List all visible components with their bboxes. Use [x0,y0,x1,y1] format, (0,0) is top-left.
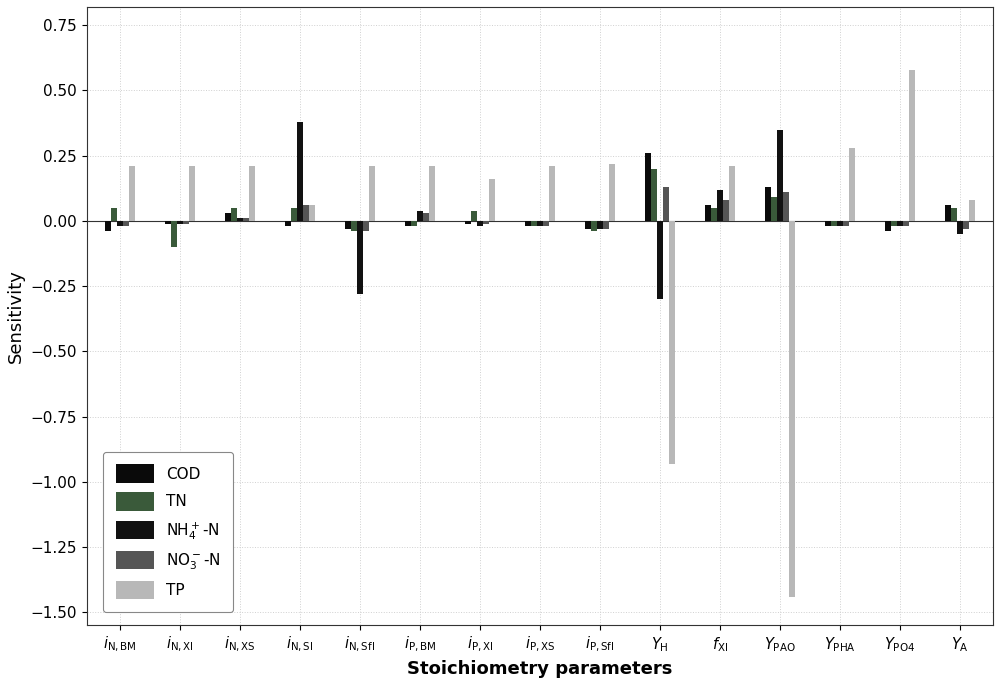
Bar [705,206,711,221]
Bar [303,206,309,221]
Bar [537,221,543,226]
Bar [471,210,477,221]
Bar [957,221,963,234]
X-axis label: Stoichiometry parameters: Stoichiometry parameters [407,660,673,678]
Bar [243,219,249,221]
Bar [885,221,891,232]
Y-axis label: Sensitivity: Sensitivity [7,269,25,363]
Bar [477,221,483,226]
Bar [225,213,231,221]
Bar [525,221,531,226]
Bar [765,187,771,221]
Bar [369,166,375,221]
Bar [411,221,417,226]
Bar [309,206,315,221]
Bar [417,210,423,221]
Bar [129,166,135,221]
Bar [423,213,429,221]
Bar [351,221,357,232]
Bar [645,153,651,221]
Bar [825,221,831,226]
Bar [357,221,363,294]
Bar [717,190,723,221]
Bar [249,166,255,221]
Bar [963,221,969,229]
Bar [603,221,609,229]
Bar [123,221,129,226]
Bar [651,169,657,221]
Bar [951,208,957,221]
Bar [831,221,837,226]
Bar [729,166,735,221]
Bar [843,221,849,226]
Bar [789,221,795,597]
Bar [237,219,243,221]
Bar [597,221,603,229]
Bar [489,179,495,221]
Bar [531,221,537,226]
Bar [111,208,117,221]
Bar [777,129,783,221]
Legend: COD, TN, NH$_4^+$-N, NO$_3^-$-N, TP: COD, TN, NH$_4^+$-N, NO$_3^-$-N, TP [103,452,233,612]
Bar [657,221,663,299]
Bar [285,221,291,226]
Bar [291,208,297,221]
Bar [585,221,591,229]
Bar [549,166,555,221]
Bar [231,208,237,221]
Bar [183,221,189,223]
Bar [945,206,951,221]
Bar [483,221,489,223]
Bar [663,187,669,221]
Bar [165,221,171,223]
Bar [783,192,789,221]
Bar [117,221,123,226]
Bar [723,200,729,221]
Bar [405,221,411,226]
Bar [189,166,195,221]
Bar [891,221,897,226]
Bar [177,221,183,223]
Bar [837,221,843,226]
Bar [171,221,177,247]
Bar [609,164,615,221]
Bar [429,166,435,221]
Bar [297,122,303,221]
Bar [711,208,717,221]
Bar [345,221,351,229]
Bar [771,197,777,221]
Bar [543,221,549,226]
Bar [909,70,915,221]
Bar [105,221,111,232]
Bar [363,221,369,232]
Bar [903,221,909,226]
Bar [897,221,903,226]
Bar [669,221,675,464]
Bar [465,221,471,223]
Bar [591,221,597,232]
Bar [969,200,975,221]
Bar [849,148,855,221]
